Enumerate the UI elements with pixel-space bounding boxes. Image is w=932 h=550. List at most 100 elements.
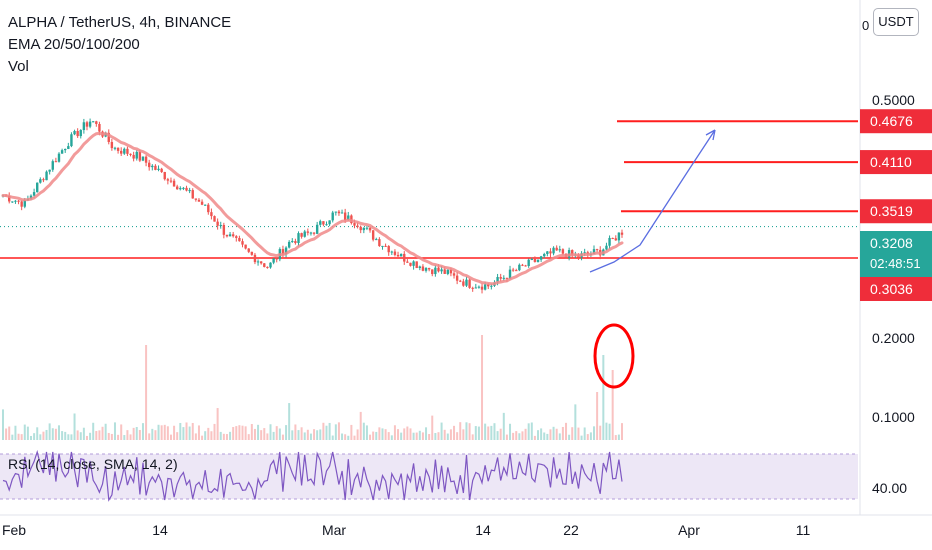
- candle-body: [197, 199, 201, 202]
- candle-body: [144, 156, 148, 163]
- candle-body: [126, 148, 129, 154]
- volume-bar: [126, 430, 129, 440]
- volume-bar: [487, 426, 490, 440]
- candle-body: [191, 190, 194, 199]
- volume-bar: [45, 429, 48, 440]
- volume-bar: [372, 431, 375, 440]
- candle-body: [228, 234, 232, 237]
- volume-bar: [306, 429, 309, 440]
- volume-bar: [596, 392, 599, 440]
- rsi-indicator-label[interactable]: RSI (14, close, SMA, 14, 2): [8, 456, 178, 472]
- volume-bar: [446, 433, 449, 440]
- volume-bar: [5, 428, 8, 440]
- volume-bar: [341, 433, 344, 440]
- candle-body: [552, 247, 555, 254]
- volume-bar: [502, 412, 505, 440]
- volume-bar: [204, 431, 207, 440]
- volume-bar: [512, 432, 515, 440]
- candle-body: [443, 269, 446, 274]
- candle-body: [592, 249, 596, 255]
- volume-bar: [303, 432, 306, 440]
- volume-bar: [266, 433, 269, 440]
- volume-indicator-label[interactable]: Vol: [8, 58, 29, 75]
- candle-body: [396, 254, 400, 257]
- volume-bar: [344, 434, 347, 440]
- volume-bar: [493, 423, 496, 440]
- candle-body: [368, 227, 372, 231]
- candle-body: [238, 237, 241, 242]
- candle-body: [459, 280, 462, 282]
- candle-body: [462, 281, 465, 286]
- volume-bar: [574, 404, 577, 440]
- volume-bar: [260, 430, 263, 440]
- currency-unit-button[interactable]: USDT: [873, 8, 919, 36]
- volume-bar: [459, 422, 462, 440]
- candle-body: [76, 130, 79, 137]
- candle-body: [216, 221, 219, 226]
- candle-body: [23, 200, 26, 207]
- volume-bar: [129, 434, 132, 440]
- candle-body: [474, 287, 478, 289]
- candle-body: [42, 179, 45, 181]
- candle-body: [45, 171, 48, 181]
- volume-bar: [101, 426, 104, 440]
- symbol-title[interactable]: ALPHA / TetherUS, 4h, BINANCE: [8, 14, 232, 31]
- volume-bar: [337, 422, 340, 440]
- ema-indicator-label[interactable]: EMA 20/50/100/200: [8, 36, 140, 53]
- volume-bar: [434, 433, 437, 440]
- time-axis-tick: 14: [152, 522, 168, 538]
- candle-body: [138, 151, 142, 161]
- volume-bar: [509, 423, 512, 440]
- candle-body: [222, 224, 226, 235]
- candle-body: [390, 251, 394, 253]
- candle-body: [431, 269, 434, 275]
- projection-arrowhead: [705, 129, 716, 141]
- volume-bar: [104, 423, 107, 440]
- volume-bar: [583, 427, 586, 440]
- candle-body: [129, 153, 132, 155]
- volume-bar: [471, 434, 474, 440]
- volume-bar: [571, 427, 574, 440]
- volume-bar: [201, 435, 204, 440]
- volume-bar: [61, 431, 64, 440]
- volume-bar: [375, 431, 378, 440]
- candle-body: [322, 221, 325, 225]
- candle-body: [496, 277, 499, 283]
- volume-bar: [82, 427, 85, 440]
- volume-bar: [8, 426, 11, 440]
- candle-body: [477, 286, 481, 288]
- volume-bar: [465, 422, 468, 440]
- candle-body: [543, 254, 546, 257]
- candle-body: [163, 172, 166, 180]
- candle-body: [403, 253, 406, 262]
- candle-body: [319, 221, 322, 225]
- volume-bar: [521, 431, 524, 440]
- volume-bar: [359, 411, 362, 440]
- candle-body: [256, 261, 260, 263]
- candle-body: [359, 226, 362, 231]
- price-level-tag: [860, 199, 932, 224]
- volume-bar: [356, 429, 359, 440]
- candle-body: [362, 227, 366, 231]
- volume-bar: [496, 431, 499, 440]
- candle-body: [343, 212, 347, 220]
- volume-bar: [110, 433, 113, 440]
- candle-body: [617, 232, 621, 241]
- volume-bar: [213, 423, 216, 440]
- candle-body: [371, 230, 375, 240]
- candle-body: [549, 251, 552, 254]
- volume-circle-annotation: [593, 323, 635, 389]
- volume-bar: [229, 431, 232, 440]
- candle-body: [269, 262, 272, 268]
- volume-bar: [393, 425, 396, 440]
- candle-body: [365, 227, 369, 229]
- price-level-tag: [860, 150, 932, 175]
- candle-body: [64, 148, 67, 151]
- volume-bar: [235, 426, 238, 440]
- volume-bar: [70, 434, 73, 440]
- candle-body: [272, 258, 275, 263]
- candle-body: [620, 232, 624, 235]
- candle-body: [325, 224, 328, 226]
- price-level-tag-text: 0.3036: [870, 281, 913, 297]
